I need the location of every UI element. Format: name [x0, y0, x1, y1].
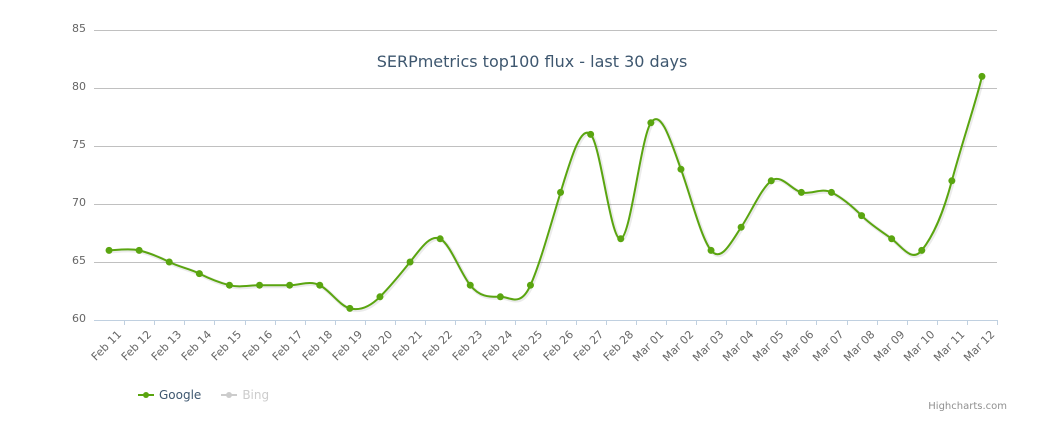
data-point-marker[interactable] [165, 258, 173, 266]
y-tick-label: 65 [72, 254, 86, 267]
data-point-marker[interactable] [888, 235, 896, 243]
data-point-marker[interactable] [105, 246, 113, 254]
data-point-marker[interactable] [647, 119, 655, 127]
data-point-marker[interactable] [858, 212, 866, 220]
y-tick-label: 80 [72, 80, 86, 93]
data-point-marker[interactable] [677, 165, 685, 173]
chart-title: SERPmetrics top100 flux - last 30 days [376, 52, 688, 71]
y-tick-label: 60 [72, 312, 86, 325]
data-point-marker[interactable] [406, 258, 414, 266]
legend-google-symbol-icon [138, 390, 154, 400]
y-tick-label: 70 [72, 196, 86, 209]
data-point-marker[interactable] [376, 293, 384, 301]
data-point-marker[interactable] [767, 177, 775, 185]
legend-item-google[interactable]: Google [138, 388, 201, 402]
data-point-marker[interactable] [466, 281, 474, 289]
data-point-marker[interactable] [195, 270, 203, 278]
data-point-marker[interactable] [797, 188, 805, 196]
y-tick-label: 75 [72, 138, 86, 151]
gridlines [94, 30, 997, 263]
series-google[interactable] [105, 72, 986, 313]
data-point-marker[interactable] [617, 235, 625, 243]
data-point-marker[interactable] [978, 72, 986, 80]
data-point-marker[interactable] [948, 177, 956, 185]
y-tick-label: 85 [72, 22, 86, 35]
x-axis [94, 320, 998, 325]
data-point-marker[interactable] [436, 235, 444, 243]
data-point-marker[interactable] [918, 246, 926, 254]
legend-bing-label: Bing [242, 388, 270, 402]
credits-link[interactable]: Highcharts.com [928, 401, 1007, 412]
google-line[interactable] [109, 76, 983, 311]
legend: Google Bing [138, 388, 269, 402]
data-point-marker[interactable] [316, 281, 324, 289]
legend-item-bing[interactable]: Bing [221, 388, 269, 402]
legend-bing-symbol-icon [221, 390, 238, 400]
data-point-marker[interactable] [737, 223, 745, 231]
data-point-marker[interactable] [827, 188, 835, 196]
data-point-marker[interactable] [256, 281, 264, 289]
data-point-marker[interactable] [587, 130, 595, 138]
data-point-marker[interactable] [346, 304, 354, 312]
data-point-marker[interactable] [496, 293, 504, 301]
data-point-marker[interactable] [225, 281, 233, 289]
data-point-marker[interactable] [526, 281, 534, 289]
data-point-marker[interactable] [557, 188, 565, 196]
legend-google-label: Google [159, 388, 202, 402]
data-point-marker[interactable] [135, 246, 143, 254]
data-point-marker[interactable] [707, 246, 715, 254]
data-point-marker[interactable] [286, 281, 294, 289]
